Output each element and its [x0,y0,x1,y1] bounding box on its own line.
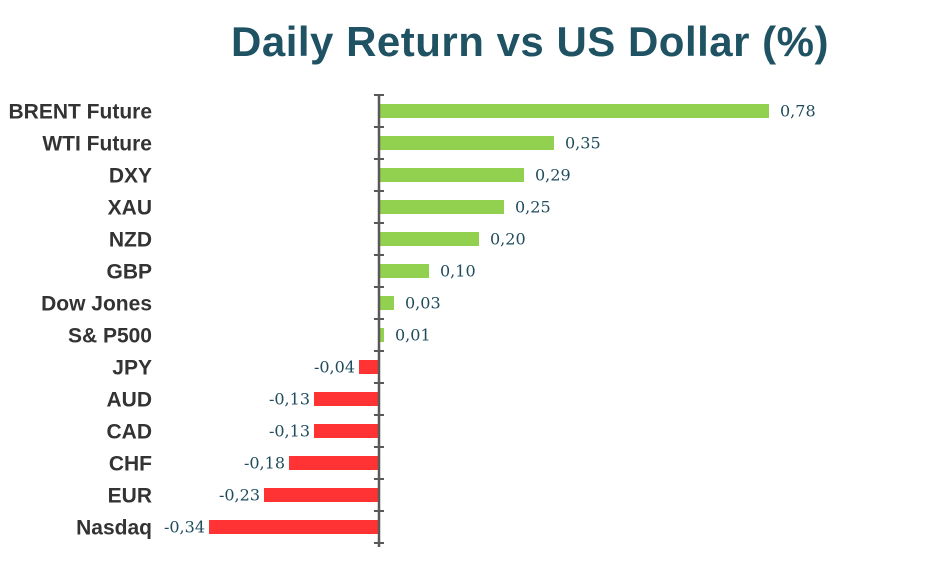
bar-11 [289,456,379,470]
bar-0 [379,104,769,118]
value-label-3: 0,25 [515,198,551,217]
value-label-5: 0,10 [440,262,476,281]
category-label-10: CAD [107,421,153,444]
bar-4 [379,232,479,246]
category-label-12: EUR [108,485,152,508]
category-label-8: JPY [112,357,152,380]
category-label-6: Dow Jones [41,293,152,316]
bar-8 [359,360,379,374]
category-label-2: DXY [109,165,152,188]
bar-7 [379,328,384,342]
category-label-0: BRENT Future [9,101,153,124]
value-label-4: 0,20 [490,230,526,249]
value-label-7: 0,01 [395,326,431,345]
value-label-12: -0,23 [219,486,260,505]
chart-title: Daily Return vs US Dollar (%) [231,18,829,65]
value-label-1: 0,35 [565,134,601,153]
value-label-8: -0,04 [314,358,355,377]
value-label-0: 0,78 [780,102,816,121]
bar-1 [379,136,554,150]
category-label-9: AUD [107,389,153,412]
bar-12 [264,488,379,502]
value-label-9: -0,13 [269,390,310,409]
bar-6 [379,296,394,310]
value-label-2: 0,29 [535,166,571,185]
category-label-4: NZD [109,229,152,252]
bar-5 [379,264,429,278]
bar-2 [379,168,524,182]
category-label-11: CHF [109,453,152,476]
bar-3 [379,200,504,214]
category-label-13: Nasdaq [76,517,152,540]
value-label-10: -0,13 [269,422,310,441]
bar-10 [314,424,379,438]
bar-13 [209,520,379,534]
value-label-13: -0,34 [164,518,205,537]
category-label-5: GBP [106,261,152,284]
value-label-11: -0,18 [244,454,285,473]
category-label-7: S& P500 [68,325,152,348]
category-label-1: WTI Future [42,133,152,156]
bar-9 [314,392,379,406]
category-label-3: XAU [108,197,152,220]
value-label-6: 0,03 [405,294,441,313]
